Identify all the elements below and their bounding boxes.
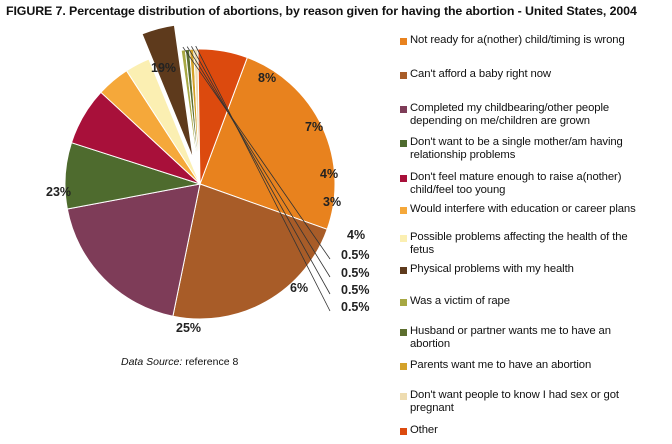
pie-slice-other [197,48,248,185]
legend-label: Was a victim of rape [410,295,670,308]
pie-slice-possible-problems-affecting-the-health-o [125,58,201,185]
legend-label-line1: Don't feel mature enough to raise a(noth… [410,171,622,183]
legend-label: Can't afford a baby right now [410,68,670,81]
leader-line [186,46,331,278]
legend-swatch [400,235,407,242]
legend-swatch [400,363,407,370]
pie-slice-not-ready-for-a-nother-child-timing-is-w [199,56,336,230]
legend-label-line2: pregnant [410,402,454,414]
legend-label-line2: depending on me/children are grown [410,115,590,127]
legend-swatch [400,267,407,274]
leader-line [191,46,331,295]
legend-label: Husband or partner wants me to have an ab… [410,325,670,351]
legend-label-line1: Physical problems with my health [410,263,574,275]
legend-label: Don't want to be a single mother/am havi… [410,136,670,162]
legend-label-line2: relationship problems [410,149,516,161]
legend-swatch [400,207,407,214]
legend-label: Completed my childbearing/other people de… [410,102,670,128]
slice-label: 23% [46,185,71,199]
slice-label: 7% [305,120,323,134]
legend-swatch [400,393,407,400]
legend-swatch [400,72,407,79]
legend-label: Possible problems affecting the health o… [410,231,670,257]
leader-line [195,45,331,312]
legend-swatch [400,175,407,182]
legend-label-line1: Other [410,424,438,436]
legend-label-line1: Don't want to be a single mother/am havi… [410,136,623,148]
slice-label: 19% [151,61,176,75]
pie-slice-physical-problems-with-my-health [141,24,194,160]
legend-label-line2: child/feel too young [410,184,506,196]
slice-labels: 25% 23% 19% 8% 7% 4% 3% 4% 0.5% 0.5% 0.5% 0.5% 6% [46,61,370,335]
slice-label: 4% [347,228,365,242]
legend-label: Would interfere with education or career… [410,203,670,216]
slice-label: 0.5% [341,300,370,314]
legend-label-line1: Parents want me to have an abortion [410,359,592,371]
legend-label-line1: Not ready for a(nother) child/timing is … [410,34,625,46]
data-source: Data Source: reference 8 [121,356,238,368]
pie-slice-completed-my-childbearing-other-people-d [66,183,201,317]
data-source-prefix: Data Source: [121,356,183,368]
legend-label: Don't feel mature enough to raise a(noth… [410,171,670,197]
slice-label: 8% [258,71,276,85]
leader-lines [182,45,331,312]
slice-label: 4% [320,167,338,181]
legend-label-line2: fetus [410,244,434,256]
legend-label-line1: Can't afford a baby right now [410,68,551,80]
legend-swatch [400,299,407,306]
legend-label-line1: Don't want people to know I had sex or g… [410,389,619,401]
slice-label: 0.5% [341,266,370,280]
legend-swatch [400,428,407,435]
slice-label: 6% [290,281,308,295]
chart-title: FIGURE 7. Percentage distribution of abo… [6,4,637,18]
legend-label-line1: Husband or partner wants me to have an [410,325,611,337]
legend-label: Physical problems with my health [410,263,670,276]
pie-slice-can-t-afford-a-baby-right-now [172,183,328,320]
legend-label: Don't want people to know I had sex or g… [410,389,670,415]
pie-slices [64,24,336,320]
legend-swatch [400,38,407,45]
legend-swatch [400,106,407,113]
legend-swatch [400,329,407,336]
leader-line [182,46,331,260]
legend-label-line2: abortion [410,338,451,350]
slice-label: 3% [323,195,341,209]
legend-label: Parents want me to have an abortion [410,359,670,372]
slice-label: 0.5% [341,248,370,262]
legend-label-line1: Completed my childbearing/other people [410,102,610,114]
legend-label-line1: Would interfere with education or career… [410,203,636,215]
slice-label: 0.5% [341,283,370,297]
data-source-text: reference 8 [185,356,239,368]
legend-label: Other [410,424,670,437]
legend-label-line1: Was a victim of rape [410,295,510,307]
slice-label: 25% [176,321,201,335]
legend-swatch [400,140,407,147]
legend-label: Not ready for a(nother) child/timing is … [410,34,670,47]
legend-label-line1: Possible problems affecting the health o… [410,231,628,243]
